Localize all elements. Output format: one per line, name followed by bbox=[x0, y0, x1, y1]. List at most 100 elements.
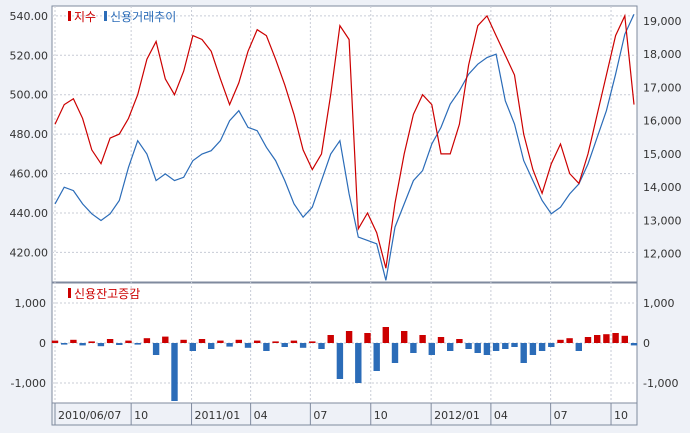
balance-change-bar bbox=[152, 343, 160, 355]
balance-change-bar bbox=[621, 335, 628, 343]
legend-swatch-balance bbox=[68, 288, 71, 298]
balance-change-bar bbox=[116, 343, 123, 345]
lower-left-tick-label: 1,000 bbox=[15, 297, 47, 310]
balance-change-bar bbox=[584, 337, 592, 343]
left-tick-label: 420.00 bbox=[10, 246, 49, 259]
lower-legend: 신용잔고증감 bbox=[68, 287, 140, 301]
balance-change-bar bbox=[79, 343, 86, 346]
balance-change-bar bbox=[594, 335, 601, 343]
x-tick-label: 04 bbox=[494, 409, 508, 422]
balance-change-bar bbox=[364, 333, 371, 343]
balance-change-bar bbox=[612, 333, 619, 343]
x-tick-label: 2012/01 bbox=[434, 409, 480, 422]
balance-change-bar bbox=[88, 341, 95, 343]
balance-change-bar bbox=[235, 339, 242, 343]
x-tick-label: 10 bbox=[134, 409, 148, 422]
balance-change-bar bbox=[437, 337, 445, 343]
balance-change-bar bbox=[162, 336, 169, 343]
x-tick-label: 10 bbox=[374, 409, 388, 422]
balance-change-bar bbox=[125, 340, 132, 343]
balance-change-bar bbox=[318, 343, 325, 349]
left-tick-label: 540.00 bbox=[10, 10, 49, 23]
balance-change-bar bbox=[529, 343, 537, 355]
right-tick-label: 12,000 bbox=[643, 248, 682, 261]
balance-change-bar bbox=[492, 343, 500, 351]
balance-change-bar bbox=[97, 343, 105, 347]
right-tick-label: 15,000 bbox=[643, 148, 682, 161]
balance-change-bar bbox=[272, 341, 279, 343]
balance-change-bar bbox=[198, 339, 206, 343]
balance-change-bar bbox=[336, 343, 344, 379]
balance-change-bar bbox=[557, 339, 564, 343]
balance-change-bar bbox=[566, 338, 573, 343]
legend-label-credit: 신용거래추이 bbox=[110, 10, 176, 24]
balance-change-bar bbox=[538, 343, 546, 351]
right-tick-label: 13,000 bbox=[643, 214, 682, 227]
legend-label-index: 지수 bbox=[74, 10, 96, 24]
balance-change-bar bbox=[355, 343, 362, 383]
legend-swatch-credit bbox=[104, 11, 107, 21]
balance-change-bar bbox=[447, 343, 454, 351]
right-tick-label: 16,000 bbox=[643, 115, 682, 128]
balance-change-bar bbox=[483, 343, 491, 355]
balance-change-bar bbox=[134, 343, 141, 345]
balance-change-bar bbox=[401, 331, 408, 343]
left-tick-label: 520.00 bbox=[10, 49, 49, 62]
balance-change-bar bbox=[189, 343, 196, 351]
legend-label-balance: 신용잔고증감 bbox=[74, 287, 140, 301]
balance-change-bar bbox=[465, 343, 472, 349]
balance-change-bar bbox=[373, 343, 380, 371]
balance-change-bar bbox=[263, 343, 270, 351]
balance-change-bar bbox=[575, 343, 582, 351]
balance-change-bar bbox=[456, 339, 463, 343]
balance-change-bar bbox=[345, 331, 353, 343]
balance-change-bar bbox=[299, 343, 307, 348]
balance-change-bar bbox=[327, 335, 334, 343]
left-tick-label: 440.00 bbox=[10, 207, 49, 220]
balance-change-bar bbox=[106, 339, 114, 343]
x-tick-label: 04 bbox=[254, 409, 268, 422]
balance-change-bar bbox=[474, 343, 481, 353]
lower-right-tick-label: -1,000 bbox=[643, 377, 678, 390]
balance-change-bar bbox=[520, 343, 527, 363]
right-tick-label: 19,000 bbox=[643, 15, 682, 28]
balance-change-bar bbox=[502, 343, 509, 349]
balance-change-bar bbox=[208, 343, 215, 349]
balance-change-bar bbox=[61, 343, 68, 345]
balance-change-bar bbox=[51, 340, 59, 343]
balance-change-bar bbox=[226, 343, 233, 347]
balance-change-bar bbox=[511, 343, 518, 347]
left-tick-label: 460.00 bbox=[10, 168, 49, 181]
x-tick-label: 2011/01 bbox=[195, 409, 241, 422]
balance-change-bar bbox=[281, 343, 288, 347]
data-layer bbox=[51, 13, 638, 401]
balance-change-bar bbox=[382, 327, 389, 343]
index-line bbox=[54, 13, 635, 269]
credit-trend-line bbox=[54, 14, 635, 281]
balance-change-bar bbox=[171, 343, 178, 401]
lower-right-tick-label: 0 bbox=[643, 337, 650, 350]
balance-change-bar bbox=[630, 343, 638, 346]
balance-change-bar bbox=[217, 340, 224, 343]
axis-layer: 420.00 440.00 460.00 480.00 500.00 520.00 540.… bbox=[10, 10, 682, 425]
right-tick-label: 18,000 bbox=[643, 48, 682, 61]
x-tick-label: 10 bbox=[614, 409, 628, 422]
balance-change-bar bbox=[603, 334, 610, 343]
balance-change-bar bbox=[254, 340, 261, 343]
balance-change-bar bbox=[391, 343, 399, 363]
legend-swatch-index bbox=[68, 11, 71, 21]
balance-change-bar bbox=[419, 335, 426, 343]
balance-change-bar bbox=[143, 338, 151, 343]
left-tick-label: 480.00 bbox=[10, 128, 49, 141]
balance-change-bar bbox=[180, 339, 187, 343]
lower-left-tick-label: -1,000 bbox=[11, 377, 46, 390]
upper-legend: 지수 신용거래추이 bbox=[68, 10, 176, 24]
balance-change-bar bbox=[70, 339, 77, 343]
lower-right-tick-label: 1,000 bbox=[643, 297, 675, 310]
lower-left-tick-label: 0 bbox=[39, 337, 46, 350]
balance-change-bar bbox=[428, 343, 435, 355]
balance-change-bar bbox=[309, 341, 316, 343]
upper-panel bbox=[51, 5, 638, 283]
